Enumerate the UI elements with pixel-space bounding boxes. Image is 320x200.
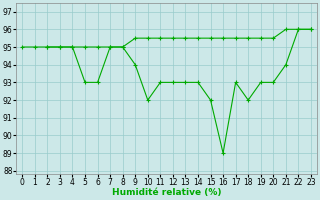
X-axis label: Humidité relative (%): Humidité relative (%): [112, 188, 221, 197]
